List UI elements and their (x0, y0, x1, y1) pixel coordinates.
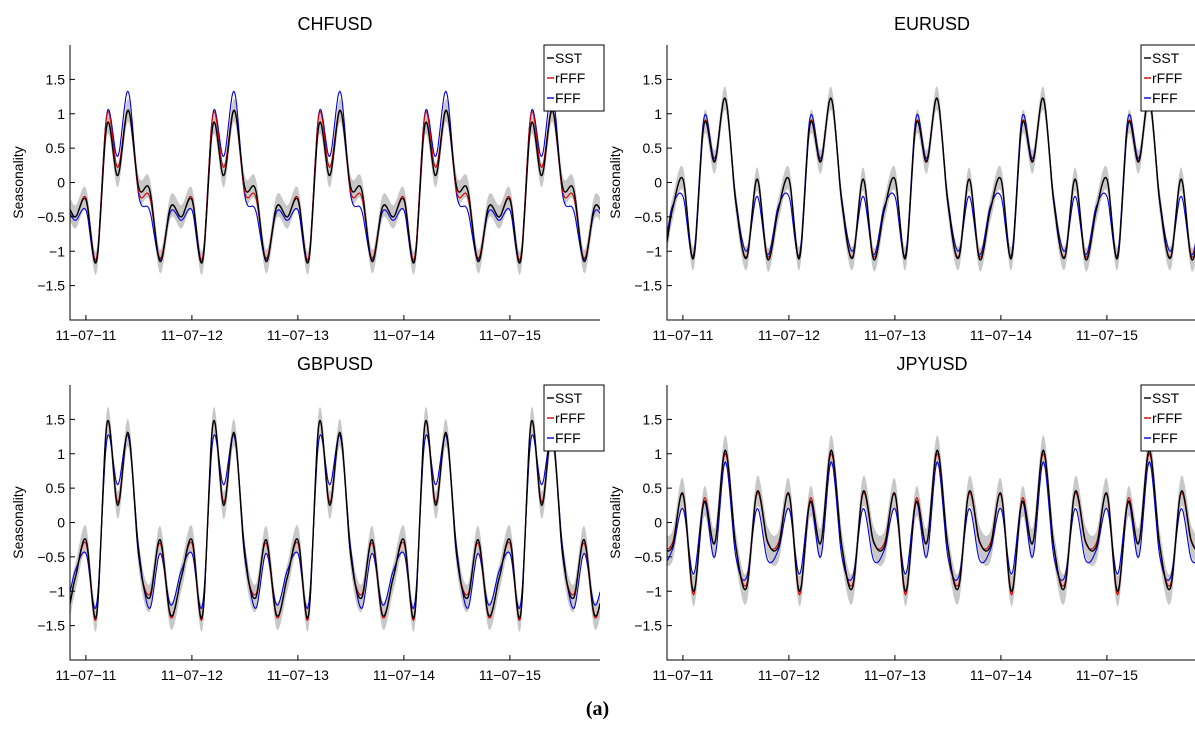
y-tick-label: −1.5 (634, 618, 662, 634)
y-tick-label: 0 (654, 175, 662, 191)
chart-panel-gbpusd: GBPUSD Seasonality −1.5 −1 −0.5 0 0.5 1 1.5 11−07… (10, 354, 605, 683)
legend-label-rfff: rFFF (1152, 70, 1182, 86)
plot-area (70, 407, 600, 632)
x-tick-label: 11−07−11 (55, 327, 116, 343)
x-tick-label: 11−07−12 (758, 667, 820, 683)
legend-label-sst: SST (555, 390, 583, 406)
y-tick-label: −0.5 (37, 209, 65, 225)
y-tick-label: 0 (57, 515, 65, 531)
legend-label-fff: FFF (555, 90, 581, 106)
x-tick-label: 11−07−15 (1076, 667, 1138, 683)
x-tick-label: 11−07−15 (1076, 327, 1138, 343)
x-tick-label: 11−07−14 (373, 667, 435, 683)
chart-title: CHFUSD (298, 14, 373, 34)
plot-area (70, 90, 600, 275)
y-tick-label: −1 (49, 583, 65, 599)
y-tick-label: −1.5 (37, 618, 65, 634)
x-tick-label: 11−07−12 (161, 667, 223, 683)
chart-panel-chfusd: CHFUSD Seasonality −1.5 −1 −0.5 0 0.5 1 1.5 11−07… (10, 14, 605, 343)
axes-frame (69, 385, 600, 661)
y-tick-label: −0.5 (634, 209, 662, 225)
x-tick-label: 11−07−15 (479, 667, 541, 683)
axes-frame (666, 385, 1195, 661)
legend-label-fff: FFF (555, 430, 581, 446)
y-tick-label: 0.5 (643, 140, 663, 156)
y-tick-label: −1.5 (37, 278, 65, 294)
x-tick-label: 11−07−11 (652, 327, 713, 343)
y-tick-label: 1 (57, 446, 65, 462)
y-axis-label: Seasonality (10, 486, 26, 558)
x-tick-label: 11−07−12 (161, 327, 223, 343)
y-tick-label: 1 (654, 106, 662, 122)
legend: SST rFFF FFF (1140, 44, 1195, 112)
plot-area (667, 86, 1195, 272)
figure-caption: (a) (585, 698, 610, 720)
y-axis-label: Seasonality (607, 486, 623, 558)
y-tick-label: 0.5 (46, 140, 66, 156)
y-tick-label: −1 (646, 243, 662, 259)
series-line-sst (667, 97, 1195, 261)
legend: SST rFFF FFF (543, 384, 605, 452)
axes-frame (666, 45, 1195, 321)
x-tick-label: 11−07−13 (864, 327, 926, 343)
legend-label-rfff: rFFF (555, 70, 585, 86)
series-line-fff (70, 90, 600, 264)
y-axis-label: Seasonality (607, 146, 623, 218)
chart-title: JPYUSD (896, 354, 967, 374)
y-tick-label: 0 (57, 175, 65, 191)
x-tick-label: 11−07−13 (864, 667, 926, 683)
x-tick-label: 11−07−14 (373, 327, 435, 343)
legend-label-fff: FFF (1152, 90, 1178, 106)
x-tick-label: 11−07−11 (55, 667, 116, 683)
chart-title: EURUSD (894, 14, 970, 34)
legend-label-sst: SST (1152, 50, 1180, 66)
series-line-fff (70, 434, 600, 610)
y-axis-label: Seasonality (10, 146, 26, 218)
legend-label-rfff: rFFF (555, 410, 585, 426)
y-tick-label: −0.5 (37, 549, 65, 565)
y-tick-label: 1 (57, 106, 65, 122)
series-line-sst (667, 449, 1195, 593)
y-tick-label: 1.5 (643, 411, 663, 427)
y-tick-label: −0.5 (634, 549, 662, 565)
legend-label-fff: FFF (1152, 430, 1178, 446)
y-tick-label: −1.5 (634, 278, 662, 294)
y-tick-label: −1 (646, 583, 662, 599)
series-line-sst (70, 109, 600, 264)
x-tick-label: 11−07−13 (267, 667, 329, 683)
x-tick-label: 11−07−12 (758, 327, 820, 343)
legend-label-sst: SST (555, 50, 583, 66)
y-tick-label: 0 (654, 515, 662, 531)
legend: SST rFFF FFF (543, 44, 605, 112)
series-line-fff (667, 461, 1195, 581)
y-tick-label: −1 (49, 243, 65, 259)
x-tick-label: 11−07−14 (970, 667, 1032, 683)
plot-area (667, 435, 1195, 607)
y-tick-label: 1.5 (46, 71, 66, 87)
x-tick-label: 11−07−13 (267, 327, 329, 343)
series-line-sst (70, 420, 600, 620)
axes-frame (69, 45, 600, 321)
legend: SST rFFF FFF (1140, 384, 1195, 452)
legend-label-sst: SST (1152, 390, 1180, 406)
legend-label-rfff: rFFF (1152, 410, 1182, 426)
y-tick-label: 0.5 (643, 480, 663, 496)
y-tick-label: 1 (654, 446, 662, 462)
y-tick-label: 0.5 (46, 480, 66, 496)
chart-panel-eurusd: EURUSD Seasonality −1.5 −1 −0.5 0 0.5 1 1.5 11−07… (607, 14, 1195, 343)
chart-title: GBPUSD (297, 354, 373, 374)
x-tick-label: 11−07−14 (970, 327, 1032, 343)
y-tick-label: 1.5 (643, 71, 663, 87)
series-line-fff (667, 97, 1195, 258)
x-tick-label: 11−07−15 (479, 327, 541, 343)
x-tick-label: 11−07−11 (652, 667, 713, 683)
y-tick-label: 1.5 (46, 411, 66, 427)
series-line-rfff (667, 97, 1195, 259)
chart-panel-jpyusd: JPYUSD Seasonality −1.5 −1 −0.5 0 0.5 1 1.5 11−07… (607, 354, 1195, 683)
confidence-band (667, 86, 1195, 272)
